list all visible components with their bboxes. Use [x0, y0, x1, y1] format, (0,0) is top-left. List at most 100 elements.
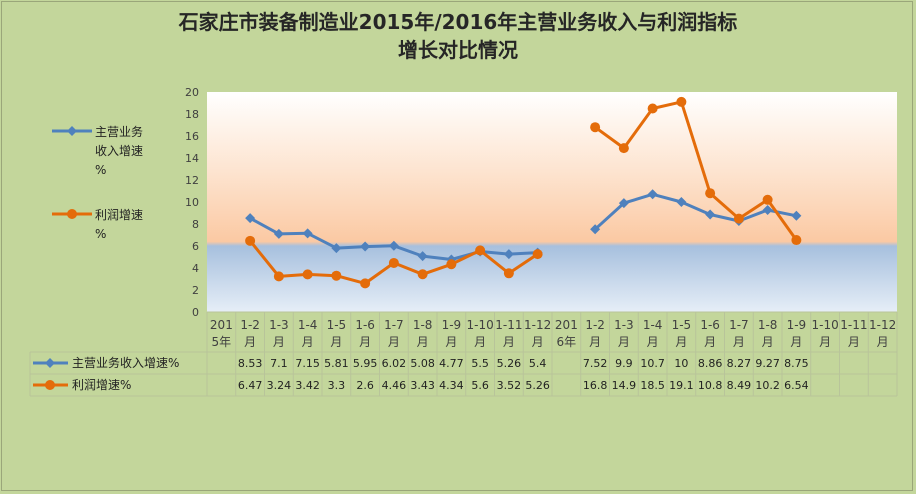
profit-table-cell: 3.3	[328, 379, 346, 392]
profit-point	[705, 188, 716, 199]
profit-point	[762, 194, 773, 205]
y-tick-label: 6	[192, 240, 199, 253]
profit-legend-marker	[67, 209, 77, 219]
x-tick-label: 月	[388, 335, 400, 349]
profit-table-cell: 4.34	[439, 379, 464, 392]
x-tick-label: 1-10	[812, 318, 839, 332]
x-tick-label: 1-8	[758, 318, 778, 332]
profit-table-cell: 5.6	[471, 379, 489, 392]
profit-point	[273, 271, 284, 282]
x-tick-label: 月	[704, 335, 716, 349]
x-tick-label: 1-2	[240, 318, 260, 332]
x-tick-label: 5年	[212, 335, 232, 349]
revenue-point	[302, 228, 313, 239]
revenue-table-cell: 6.02	[382, 357, 407, 370]
profit-point	[676, 96, 687, 107]
x-tick-label: 月	[790, 335, 802, 349]
x-tick-label: 1-5	[672, 318, 692, 332]
x-tick-label: 1-7	[384, 318, 404, 332]
x-tick-label: 6年	[557, 335, 577, 349]
x-tick-label: 月	[733, 335, 745, 349]
x-tick-label: 1-4	[643, 318, 663, 332]
x-tick-label: 1-4	[298, 318, 318, 332]
x-tick-label: 201	[210, 318, 233, 332]
revenue-table-cell: 10	[674, 357, 688, 370]
y-tick-label: 14	[185, 152, 199, 165]
revenue-point	[503, 249, 514, 260]
y-tick-label: 18	[185, 108, 199, 121]
revenue-table-cell: 5.5	[471, 357, 489, 370]
x-tick-label: 1-12	[524, 318, 551, 332]
revenue-point	[791, 210, 802, 221]
profit-legend-label: %	[95, 227, 106, 241]
revenue-table-cell: 7.15	[295, 357, 320, 370]
revenue-table-cell: 8.27	[727, 357, 752, 370]
x-tick-label: 1-11	[840, 318, 867, 332]
revenue-table-cell: 5.4	[529, 357, 547, 370]
x-tick-label: 月	[877, 335, 889, 349]
profit-table-cell: 19.1	[669, 379, 694, 392]
profit-table-cell: 16.8	[583, 379, 608, 392]
profit-table-cell: 18.5	[640, 379, 665, 392]
revenue-legend-label: 主营业务	[95, 124, 143, 139]
profit-table-cell: 8.49	[727, 379, 752, 392]
chart-title-line-2: 增长对比情况	[398, 38, 518, 62]
profit-table-cell: 10.8	[698, 379, 723, 392]
revenue-table-key-marker	[45, 358, 55, 368]
profit-table-row-name: 利润增速%	[72, 378, 131, 392]
x-tick-label: 月	[244, 335, 256, 349]
y-tick-label: 8	[192, 218, 199, 231]
x-tick-label: 1-11	[495, 318, 522, 332]
x-tick-label: 月	[589, 335, 601, 349]
revenue-table-cell: 7.1	[270, 357, 288, 370]
profit-point	[618, 143, 629, 154]
revenue-table-cell: 5.95	[353, 357, 378, 370]
profit-table-cell: 3.52	[497, 379, 522, 392]
profit-legend-label: 利润增速	[95, 208, 143, 222]
revenue-table-cell: 8.53	[238, 357, 263, 370]
profit-table-cell: 4.46	[382, 379, 407, 392]
profit-point	[590, 122, 601, 133]
chart-title: 石家庄市装备制造业2015年/2016年主营业务收入与利润指标 增长对比情况	[0, 8, 916, 64]
revenue-point	[762, 205, 773, 216]
x-tick-label: 1-6	[355, 318, 375, 332]
x-tick-label: 1-3	[614, 318, 634, 332]
data-table: 201 5年 1-2 月 1-3 月 1-4 月 1-5 月 1-6 月 1-7 月 1-8 月 1-9 月 1-1…	[29, 311, 898, 397]
revenue-point	[705, 209, 716, 220]
x-tick-label: 月	[302, 335, 314, 349]
x-tick-label: 月	[532, 335, 544, 349]
legend: 主营业务收入增速% 利润增速%	[52, 124, 143, 241]
x-tick-label: 201	[555, 318, 578, 332]
revenue-legend-label: 收入增速	[95, 144, 143, 158]
y-tick-label: 2	[192, 284, 199, 297]
revenue-table-cell: 5.26	[497, 357, 522, 370]
chart-title-line-1: 石家庄市装备制造业2015年/2016年主营业务收入与利润指标	[178, 10, 738, 34]
y-tick-label: 4	[192, 262, 199, 275]
revenue-point	[618, 198, 629, 209]
x-tick-label: 月	[417, 335, 429, 349]
profit-table-cell: 6.54	[784, 379, 809, 392]
x-tick-label: 1-2	[585, 318, 605, 332]
revenue-point	[360, 241, 371, 252]
profit-table-cell: 5.26	[525, 379, 550, 392]
x-tick-label: 1-9	[442, 318, 462, 332]
revenue-legend-label: %	[95, 163, 106, 177]
profit-point	[446, 259, 457, 270]
series-layer	[245, 96, 802, 289]
profit-table-cell: 3.42	[295, 379, 320, 392]
y-axis: 0 2 4 6 8 10 12 14 16 18 20	[185, 86, 199, 319]
revenue-table-cell: 9.9	[615, 357, 633, 370]
x-tick-label: 月	[445, 335, 457, 349]
x-tick-label: 1-9	[787, 318, 807, 332]
profit-point	[331, 270, 342, 281]
x-tick-label: 月	[762, 335, 774, 349]
x-tick-label: 月	[273, 335, 285, 349]
y-tick-label: 0	[192, 306, 199, 319]
profit-table-cell: 3.24	[267, 379, 292, 392]
plot-area	[207, 92, 897, 312]
profit-point	[503, 268, 514, 279]
profit-point	[302, 269, 313, 280]
profit-point	[791, 235, 802, 246]
